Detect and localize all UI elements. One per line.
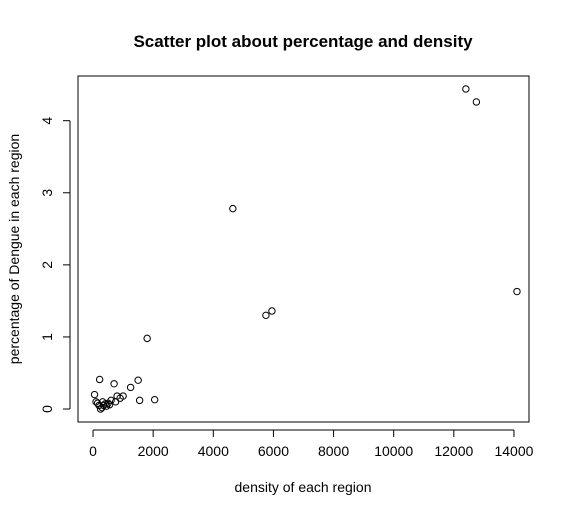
data-point	[105, 401, 114, 409]
data-point	[101, 400, 109, 408]
data-point	[107, 396, 115, 405]
x-tick-label: 4000	[198, 443, 229, 459]
y-tick-label: 3	[39, 189, 55, 197]
data-point	[472, 98, 481, 106]
chart-title: Scatter plot about percentage and densit…	[133, 32, 473, 51]
x-tick-label: 12000	[434, 443, 473, 459]
data-point	[90, 390, 99, 399]
data-point	[229, 204, 237, 213]
x-tick-label: 10000	[374, 443, 413, 459]
y-tick-label: 4	[39, 117, 55, 125]
data-points	[90, 85, 521, 413]
x-tick-label: 14000	[494, 443, 533, 459]
data-point	[462, 85, 470, 93]
data-point	[126, 383, 135, 392]
data-point	[119, 392, 127, 400]
data-point	[98, 398, 107, 406]
y-tick-label: 0	[39, 405, 55, 413]
data-point	[268, 307, 276, 315]
x-tick-label: 8000	[318, 443, 349, 459]
data-point	[110, 380, 118, 388]
x-tick-label: 2000	[138, 443, 169, 459]
y-axis-label: percentage of Dengue in each region	[6, 134, 22, 364]
x-tick-label: 0	[89, 443, 97, 459]
data-point	[150, 395, 159, 404]
x-axis-label: density of each region	[235, 479, 372, 495]
x-tick-label: 6000	[258, 443, 289, 459]
data-point	[134, 376, 142, 384]
plot-frame	[77, 75, 530, 423]
data-point	[143, 334, 151, 343]
y-tick-label: 1	[39, 333, 55, 341]
x-axis: 0 2000 4000 6000 8000 10000 12000 14000	[89, 429, 534, 459]
data-point	[135, 396, 144, 405]
data-point	[513, 287, 521, 296]
data-point	[95, 375, 104, 384]
data-point	[262, 311, 270, 320]
y-tick-label: 2	[39, 261, 55, 269]
y-axis: 0 1 2 3 4	[39, 117, 71, 413]
